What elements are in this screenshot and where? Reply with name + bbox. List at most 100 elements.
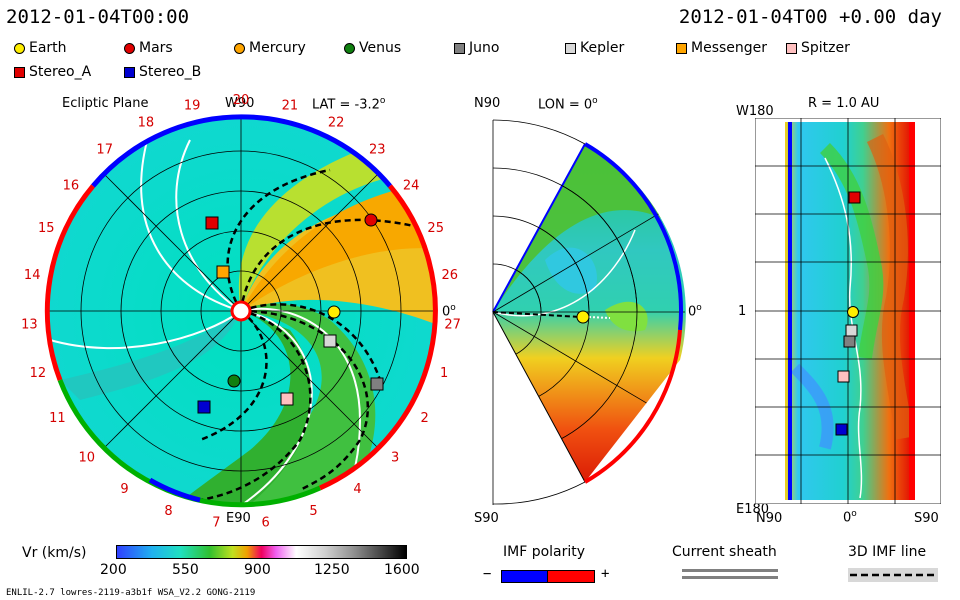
carrington-label: 19 — [184, 99, 201, 114]
carrington-label: 16 — [63, 178, 80, 193]
imf-polarity-title: IMF polarity — [503, 544, 586, 560]
carrington-label: 3 — [391, 451, 399, 466]
carrington-label: 4 — [353, 482, 361, 497]
imf-polarity-positive-swatch — [547, 570, 595, 583]
legend-marker-icon — [786, 42, 797, 54]
legend-item-juno: Juno — [454, 40, 499, 56]
legend-marker-icon — [14, 66, 25, 78]
carrington-label: 9 — [120, 482, 128, 497]
colorbar — [116, 545, 407, 559]
ecliptic-disc — [47, 117, 435, 505]
current-sheath-swatch — [682, 569, 778, 572]
colorbar-tick: 1600 — [384, 562, 420, 578]
juno-marker — [370, 377, 384, 391]
carrington-label: 7 — [212, 516, 220, 531]
carrington-label: 5 — [309, 504, 317, 519]
legend-label: Juno — [469, 40, 500, 56]
legend-item-mercury: Mercury — [234, 40, 306, 56]
map-mid-left-label: 1 — [738, 304, 747, 319]
footer-left: ENLIL-2.7 lowres-2119-a3b1f WSA_V2.2 GON… — [6, 588, 256, 598]
legend-item-stereo-a: Stereo_A — [14, 64, 91, 80]
carrington-label: 24 — [403, 178, 420, 193]
legend-marker-icon — [565, 42, 576, 54]
meridional-bottom-label: S90 — [474, 511, 499, 526]
colorbar-tick: 550 — [172, 562, 199, 578]
legend-label: Messenger — [691, 40, 768, 56]
ecliptic-title: Ecliptic Plane — [62, 96, 149, 111]
legend-label: Venus — [359, 40, 402, 56]
imf-polarity-plus: + — [601, 566, 610, 582]
legend-label: Stereo_B — [139, 64, 202, 80]
legend-marker-icon — [344, 42, 355, 54]
carrington-label: 20 — [233, 93, 250, 108]
legend-label: Kepler — [580, 40, 625, 56]
carrington-label: 8 — [164, 504, 172, 519]
carrington-label: 6 — [261, 516, 269, 531]
legend-item-kepler: Kepler — [565, 40, 624, 56]
imf-polarity-minus: − — [483, 566, 492, 582]
map-earth-marker — [847, 306, 859, 318]
meridional-top-label: N90 — [474, 96, 501, 111]
imf-line-title: 3D IMF line — [848, 544, 927, 560]
legend-label: Mars — [139, 40, 173, 56]
legend-item-earth: Earth — [14, 40, 67, 56]
spitzer-marker — [280, 392, 294, 406]
messenger-marker — [216, 265, 230, 279]
map-spitzer-marker — [837, 370, 850, 383]
legend-marker-icon — [234, 42, 245, 54]
stereo-b-marker — [197, 400, 211, 414]
latlon-map — [755, 118, 941, 504]
carrington-label: 26 — [442, 268, 459, 283]
ecliptic-lat-label: LAT = -3.2o — [312, 96, 386, 113]
imf-polarity-negative-swatch — [501, 570, 549, 583]
legend-label: Stereo_A — [29, 64, 92, 80]
map-juno-marker — [843, 335, 856, 348]
current-sheath-swatch-2 — [682, 576, 778, 579]
legend-marker-icon — [676, 42, 687, 54]
carrington-label: 2 — [420, 411, 428, 426]
map-x-mid-label: 0o — [843, 509, 857, 526]
earth-marker — [327, 305, 341, 319]
map-bottom-left-label: E180 — [736, 502, 770, 517]
ecliptic-top-label: W90 — [225, 96, 255, 111]
legend-marker-icon — [14, 42, 25, 54]
legend-label: Mercury — [249, 40, 306, 56]
map-top-left-label: W180 — [736, 104, 774, 119]
legend-item-venus: Venus — [344, 40, 401, 56]
legend-item-messenger: Messenger — [676, 40, 767, 56]
colorbar-title: Vr (km/s) — [22, 545, 87, 561]
timestamp-right: 2012-01-04T00 +0.00 day — [678, 6, 942, 28]
carrington-label: 12 — [30, 366, 47, 381]
map-stereo-b-marker — [835, 423, 848, 436]
legend-item-spitzer: Spitzer — [786, 40, 850, 56]
carrington-label: 15 — [38, 221, 55, 236]
carrington-label: 10 — [79, 451, 96, 466]
carrington-label: 27 — [444, 317, 461, 332]
carrington-label: 11 — [49, 411, 66, 426]
stereo-a-marker — [205, 216, 219, 230]
carrington-label: 1 — [440, 366, 448, 381]
ecliptic-plot: 20 21222324252627123456789101112131415161… — [21, 93, 461, 531]
timestamp-left: 2012-01-04T00:00 — [6, 6, 190, 28]
carrington-label: 18 — [138, 116, 155, 131]
legend-label: Earth — [29, 40, 67, 56]
map-x-left-label: N90 — [756, 511, 783, 526]
map-r-label: R = 1.0 AU — [808, 96, 880, 111]
meridional-earth-marker — [576, 310, 590, 324]
colorbar-tick: 200 — [100, 562, 127, 578]
ecliptic-right-label: 0o — [442, 303, 456, 320]
carrington-label: 23 — [369, 143, 386, 158]
ecliptic-bottom-label: E90 — [226, 511, 251, 526]
legend-marker-icon — [124, 42, 135, 54]
carrington-label: 25 — [427, 221, 444, 236]
map-x-right-label: S90 — [914, 511, 939, 526]
mars-marker — [364, 213, 378, 227]
carrington-labels: 20 21222324252627123456789101112131415161… — [21, 93, 461, 531]
imf-line-swatch — [848, 568, 938, 582]
legend-marker-icon — [454, 42, 465, 54]
meridional-plot — [492, 119, 686, 505]
kepler-marker — [323, 334, 337, 348]
sun-marker — [230, 300, 252, 322]
carrington-label: 22 — [328, 116, 345, 131]
carrington-label: 21 — [282, 99, 299, 114]
